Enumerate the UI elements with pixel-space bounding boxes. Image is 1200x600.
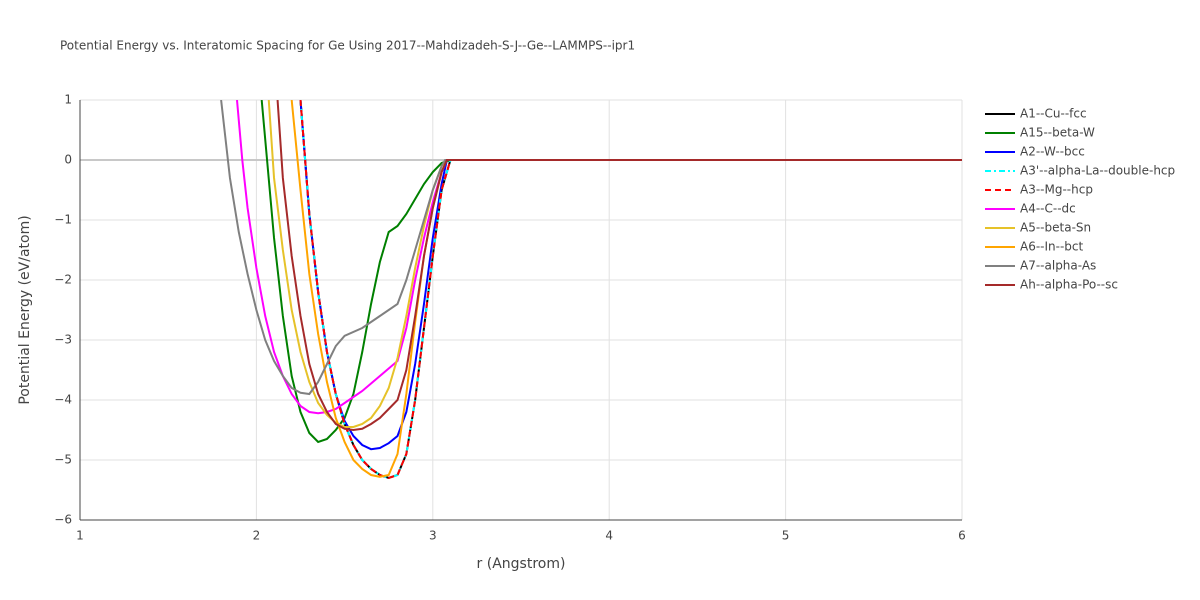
- series-line: [235, 100, 962, 415]
- legend-label: A2--W--bcc: [1020, 145, 1085, 159]
- x-tick-label: 2: [253, 529, 261, 543]
- series-line: [290, 100, 962, 478]
- legend-label: A7--alpha-As: [1020, 259, 1096, 273]
- y-tick-label: −6: [54, 513, 72, 527]
- y-tick-label: −4: [54, 393, 72, 407]
- x-tick-label: 4: [605, 529, 613, 543]
- y-tick-label: −1: [54, 213, 72, 227]
- x-tick-label: 5: [782, 529, 790, 543]
- legend-label: A5--beta-Sn: [1020, 221, 1091, 235]
- legend-label: A3--Mg--hcp: [1020, 183, 1093, 197]
- series-line: [299, 100, 962, 480]
- series-line: [299, 100, 962, 480]
- legend-label: A4--C--dc: [1020, 202, 1076, 216]
- series-line: [267, 100, 962, 428]
- plot-area: [220, 100, 962, 480]
- legend-label: Ah--alpha-Po--sc: [1020, 278, 1118, 292]
- y-tick-label: −3: [54, 333, 72, 347]
- legend-label: A6--In--bct: [1020, 240, 1084, 254]
- legend-label: A1--Cu--fcc: [1020, 107, 1087, 121]
- x-tick-label: 6: [958, 529, 966, 543]
- legend-label: A3'--alpha-La--double-hcp: [1020, 164, 1175, 178]
- y-tick-label: −2: [54, 273, 72, 287]
- chart-title: Potential Energy vs. Interatomic Spacing…: [60, 39, 635, 53]
- x-axis-label: r (Angstrom): [477, 556, 566, 572]
- legend-label: A15--beta-W: [1020, 126, 1095, 140]
- y-axis-label: Potential Energy (eV/atom): [17, 215, 33, 404]
- series-line: [299, 100, 962, 451]
- x-tick-label: 3: [429, 529, 437, 543]
- y-tick-label: −5: [54, 453, 72, 467]
- y-tick-label: 1: [64, 93, 72, 107]
- y-tick-label: 0: [64, 153, 72, 167]
- series-line: [260, 100, 962, 444]
- series-line: [299, 100, 962, 480]
- series-line: [276, 100, 962, 432]
- series-line: [220, 100, 962, 396]
- x-tick-label: 1: [76, 529, 84, 543]
